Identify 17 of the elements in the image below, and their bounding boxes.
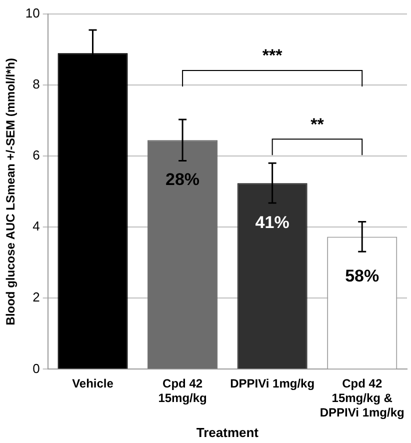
y-tick-label: 2 (32, 290, 40, 305)
y-tick-label: 0 (32, 360, 40, 376)
y-tick-label: 4 (32, 218, 40, 234)
annotation: 28% (166, 170, 200, 189)
y-tick-label: 6 (32, 148, 40, 163)
annotation: *** (262, 46, 283, 66)
y-tick-label: 10 (25, 6, 40, 21)
x-axis-title: Treatment (196, 424, 260, 440)
x-tick-label: Cpd 42 15mg/kg (158, 376, 207, 406)
x-tick-label: Vehicle (72, 376, 114, 391)
x-tick-label: DPPIVi 1mg/kg (230, 376, 315, 391)
annotation: 58% (345, 266, 380, 286)
annotation: ** (310, 114, 324, 134)
y-tick-label: 8 (32, 76, 40, 92)
y-axis-title: Blood glucose AUC LSmean +/-SEM (mmol/l*h) (4, 58, 18, 326)
annotation: 41% (255, 212, 290, 232)
x-tick-label: Cpd 42 15mg/kg & DPPIVi 1mg/kg (320, 376, 404, 420)
